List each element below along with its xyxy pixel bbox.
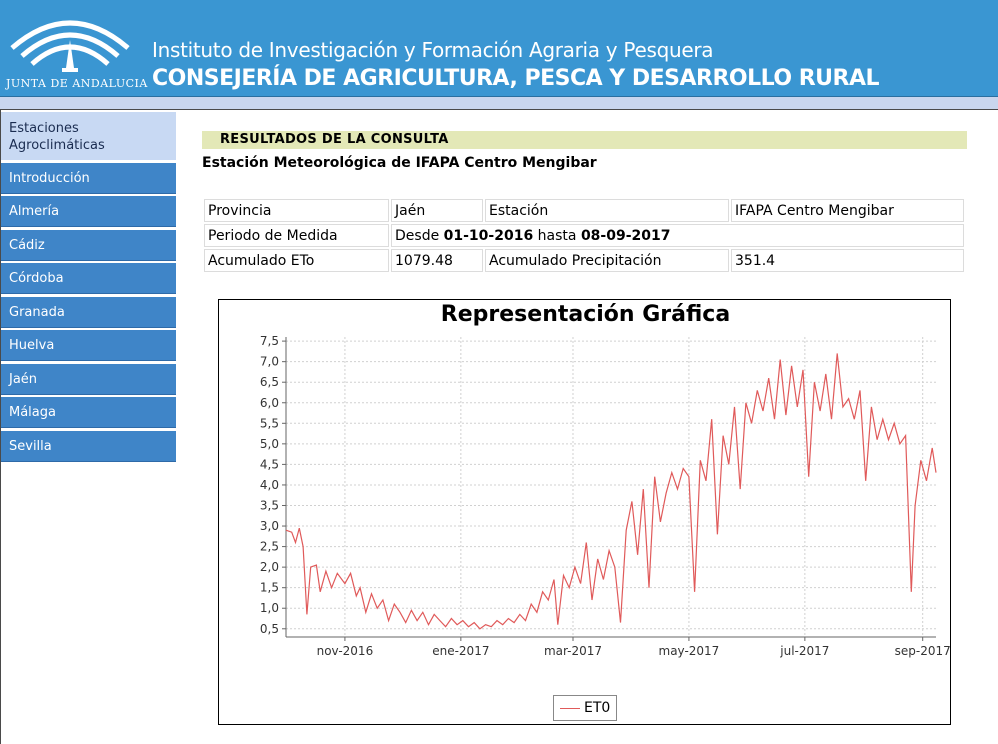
table-row: Periodo de Medida Desde 01-10-2016 hasta…	[204, 224, 964, 247]
legend-label: ET0	[584, 700, 611, 716]
station-title: Estación Meteorológica de IFAPA Centro M…	[202, 155, 597, 171]
sidebar-item-huelva[interactable]: Huelva	[1, 330, 176, 361]
institute-title: Instituto de Investigación y Formación A…	[152, 38, 714, 62]
y-tick-label: 3,0	[260, 519, 279, 533]
legend-swatch	[560, 708, 580, 709]
y-tick-label: 6,5	[260, 375, 279, 389]
x-tick-label: sep-2017	[895, 644, 951, 658]
x-tick-label: mar-2017	[544, 644, 602, 658]
sidebar-nav: Estaciones Agroclimáticas Introducción A…	[1, 112, 177, 464]
station-info-table: Provincia Jaén Estación IFAPA Centro Men…	[202, 197, 966, 274]
logo-text: JUNTA DE ANDALUCIA	[6, 77, 148, 90]
x-tick-label: nov-2016	[317, 644, 374, 658]
periodo-end: 08-09-2017	[580, 227, 671, 244]
sidebar-item-estaciones-agroclimaticas[interactable]: Estaciones Agroclimáticas	[1, 112, 176, 160]
x-tick-label: jul-2017	[779, 644, 829, 658]
junta-andalucia-logo[interactable]	[4, 6, 136, 94]
y-tick-label: 2,0	[260, 560, 279, 574]
x-tick-label: may-2017	[659, 644, 720, 658]
sidebar-item-jaen[interactable]: Jaén	[1, 363, 176, 395]
y-tick-label: 0,5	[260, 622, 279, 636]
chart-title: Representación Gráfica	[440, 302, 731, 327]
y-tick-label: 7,0	[260, 355, 279, 369]
periodo-label: Periodo de Medida	[204, 224, 389, 247]
chart-legend: ET0	[553, 695, 617, 721]
chart-plot: 0,5 1,0 1,5 2,0 2,5 3,0 3,5 4,0 4,5 5,0 5,5 6,0 6,5 7…	[260, 334, 951, 658]
y-tick-label: 7,5	[260, 334, 279, 348]
site-header: JUNTA DE ANDALUCIA Instituto de Investig…	[0, 0, 998, 97]
y-tick-label: 2,5	[260, 540, 279, 554]
sidebar-item-cordoba[interactable]: Córdoba	[1, 263, 176, 294]
header-divider	[0, 97, 998, 109]
provincia-value: Jaén	[391, 199, 483, 222]
periodo-hasta: hasta	[537, 227, 577, 244]
y-tick-label: 6,0	[260, 396, 279, 410]
y-tick-label: 3,5	[260, 498, 279, 512]
sidebar-item-sevilla[interactable]: Sevilla	[1, 430, 176, 462]
table-row: Provincia Jaén Estación IFAPA Centro Men…	[204, 199, 964, 222]
precip-value: 351.4	[731, 249, 964, 272]
ministry-title: CONSEJERÍA DE AGRICULTURA, PESCA Y DESAR…	[152, 66, 880, 91]
sidebar-item-cadiz[interactable]: Cádiz	[1, 229, 176, 261]
periodo-value: Desde 01-10-2016 hasta 08-09-2017	[391, 224, 964, 247]
estacion-value: IFAPA Centro Mengibar	[731, 199, 964, 222]
estacion-label: Estación	[485, 199, 729, 222]
y-tick-label: 5,0	[260, 437, 279, 451]
y-tick-label: 4,5	[260, 457, 279, 471]
y-tick-label: 5,5	[260, 416, 279, 430]
periodo-desde: Desde	[395, 227, 440, 244]
eto-chart: Representación Gráfica 0,5 1,0 1,5 2,0 2,5 3,…	[218, 299, 951, 725]
sidebar-item-granada[interactable]: Granada	[1, 296, 176, 328]
eto-label: Acumulado ETo	[204, 249, 389, 272]
eto-value: 1079.48	[391, 249, 483, 272]
results-heading: RESULTADOS DE LA CONSULTA	[202, 131, 967, 149]
sidebar-item-malaga[interactable]: Málaga	[1, 397, 176, 428]
y-tick-label: 1,5	[260, 581, 279, 595]
sidebar-item-almeria[interactable]: Almería	[1, 196, 176, 227]
precip-label: Acumulado Precipitación	[485, 249, 729, 272]
periodo-start: 01-10-2016	[443, 227, 534, 244]
table-row: Acumulado ETo 1079.48 Acumulado Precipit…	[204, 249, 964, 272]
series-line-et0	[285, 353, 937, 630]
provincia-label: Provincia	[204, 199, 389, 222]
y-tick-label: 4,0	[260, 478, 279, 492]
y-tick-label: 1,0	[260, 601, 279, 615]
sidebar-item-introduccion[interactable]: Introducción	[1, 162, 176, 194]
x-tick-label: ene-2017	[432, 644, 489, 658]
